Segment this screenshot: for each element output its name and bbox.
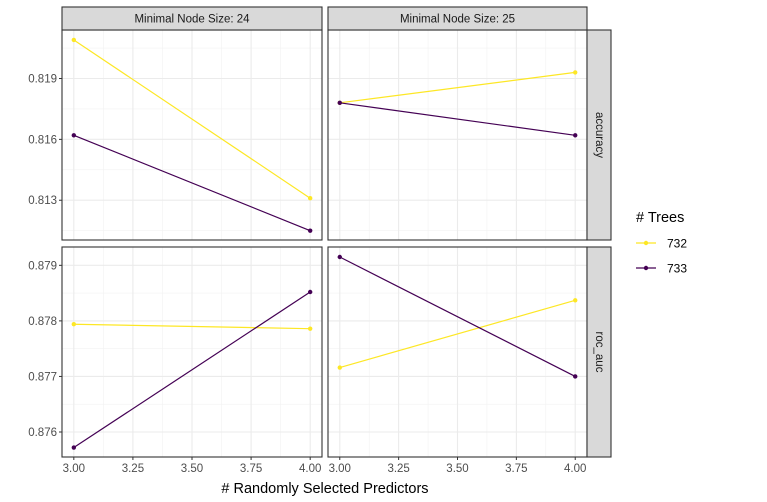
panel-roc_auc-1: 3.00 3.25 3.50 3.75 4.00 <box>327 246 588 475</box>
data-point-732 <box>71 322 77 327</box>
legend-label: 732 <box>667 237 687 251</box>
data-point-733 <box>337 254 342 260</box>
legend-title: # Trees <box>636 210 684 226</box>
y-tick-label: 0.813 <box>28 195 57 207</box>
panel-accuracy-1 <box>327 29 588 241</box>
strip-background <box>586 29 612 241</box>
panel-accuracy-0: 0.813 0.816 0.819 <box>28 29 323 241</box>
x-tick-label: 3.00 <box>63 463 85 475</box>
data-point-732 <box>573 298 578 303</box>
legend-key-point <box>643 240 649 246</box>
col-strip-0: Minimal Node Size: 24 <box>61 6 323 31</box>
data-point-733 <box>573 133 578 138</box>
x-tick-label: 3.50 <box>181 463 203 475</box>
data-point-733 <box>71 133 77 138</box>
data-point-733 <box>71 445 77 450</box>
legend-label: 733 <box>667 262 687 276</box>
series-line-732 <box>73 39 311 199</box>
x-tick-label: 3.75 <box>505 463 527 475</box>
series-line-732 <box>339 299 576 369</box>
y-tick-label: 0.819 <box>28 73 57 85</box>
series-line-733 <box>339 256 576 377</box>
x-tick-label: 3.75 <box>240 463 262 475</box>
series-line-732 <box>73 323 311 330</box>
series-line-733 <box>339 102 576 136</box>
data-point-732 <box>307 326 313 331</box>
data-point-733 <box>307 228 313 233</box>
x-tick-label: 3.25 <box>122 463 144 475</box>
x-tick-label: 3.25 <box>387 463 409 475</box>
data-point-733 <box>573 374 578 379</box>
row-strip-accuracy: accuracy <box>586 29 612 241</box>
legend-item-732: 732 <box>636 237 687 251</box>
strip-label: Minimal Node Size: 25 <box>400 14 515 26</box>
x-tick-label: 4.00 <box>564 463 586 475</box>
strip-background <box>586 246 612 458</box>
legend-key-point <box>643 265 649 271</box>
legend-item-733: 733 <box>636 262 687 276</box>
strip-background <box>327 6 588 31</box>
legend-items: 732 733 <box>636 237 687 276</box>
x-tick-label: 4.00 <box>299 463 321 475</box>
row-strip-roc_auc: roc_auc <box>586 246 612 458</box>
data-point-732 <box>307 196 313 201</box>
strip-background <box>61 6 323 31</box>
data-point-732 <box>337 365 342 370</box>
y-tick-label: 0.877 <box>28 371 57 383</box>
data-point-733 <box>337 100 342 106</box>
legend: # Trees 732 733 <box>636 210 687 276</box>
data-point-733 <box>307 289 313 295</box>
y-tick-label: 0.876 <box>28 427 57 439</box>
series-line-732 <box>339 71 576 104</box>
y-tick-label: 0.879 <box>28 260 57 272</box>
x-axis-title: # Randomly Selected Predictors <box>221 481 428 497</box>
series-line-733 <box>73 134 311 232</box>
y-tick-label: 0.816 <box>28 134 57 146</box>
panels: 0.8130.8160.819accuracy0.8760.8770.8780.… <box>28 6 612 475</box>
panel-roc_auc-0: 0.876 0.877 0.878 0.879 3.00 3.25 3.50 3.75 4.00 <box>28 246 323 475</box>
x-tick-label: 3.50 <box>446 463 468 475</box>
strip-label: accuracy <box>593 112 605 158</box>
strip-label: Minimal Node Size: 24 <box>134 14 250 26</box>
strip-label: roc_auc <box>593 332 605 373</box>
col-strip-1: Minimal Node Size: 25 <box>327 6 588 31</box>
series-line-733 <box>73 291 311 449</box>
data-point-732 <box>71 37 77 43</box>
data-point-732 <box>573 70 578 75</box>
y-tick-label: 0.878 <box>28 316 57 328</box>
x-tick-label: 3.00 <box>329 463 351 475</box>
